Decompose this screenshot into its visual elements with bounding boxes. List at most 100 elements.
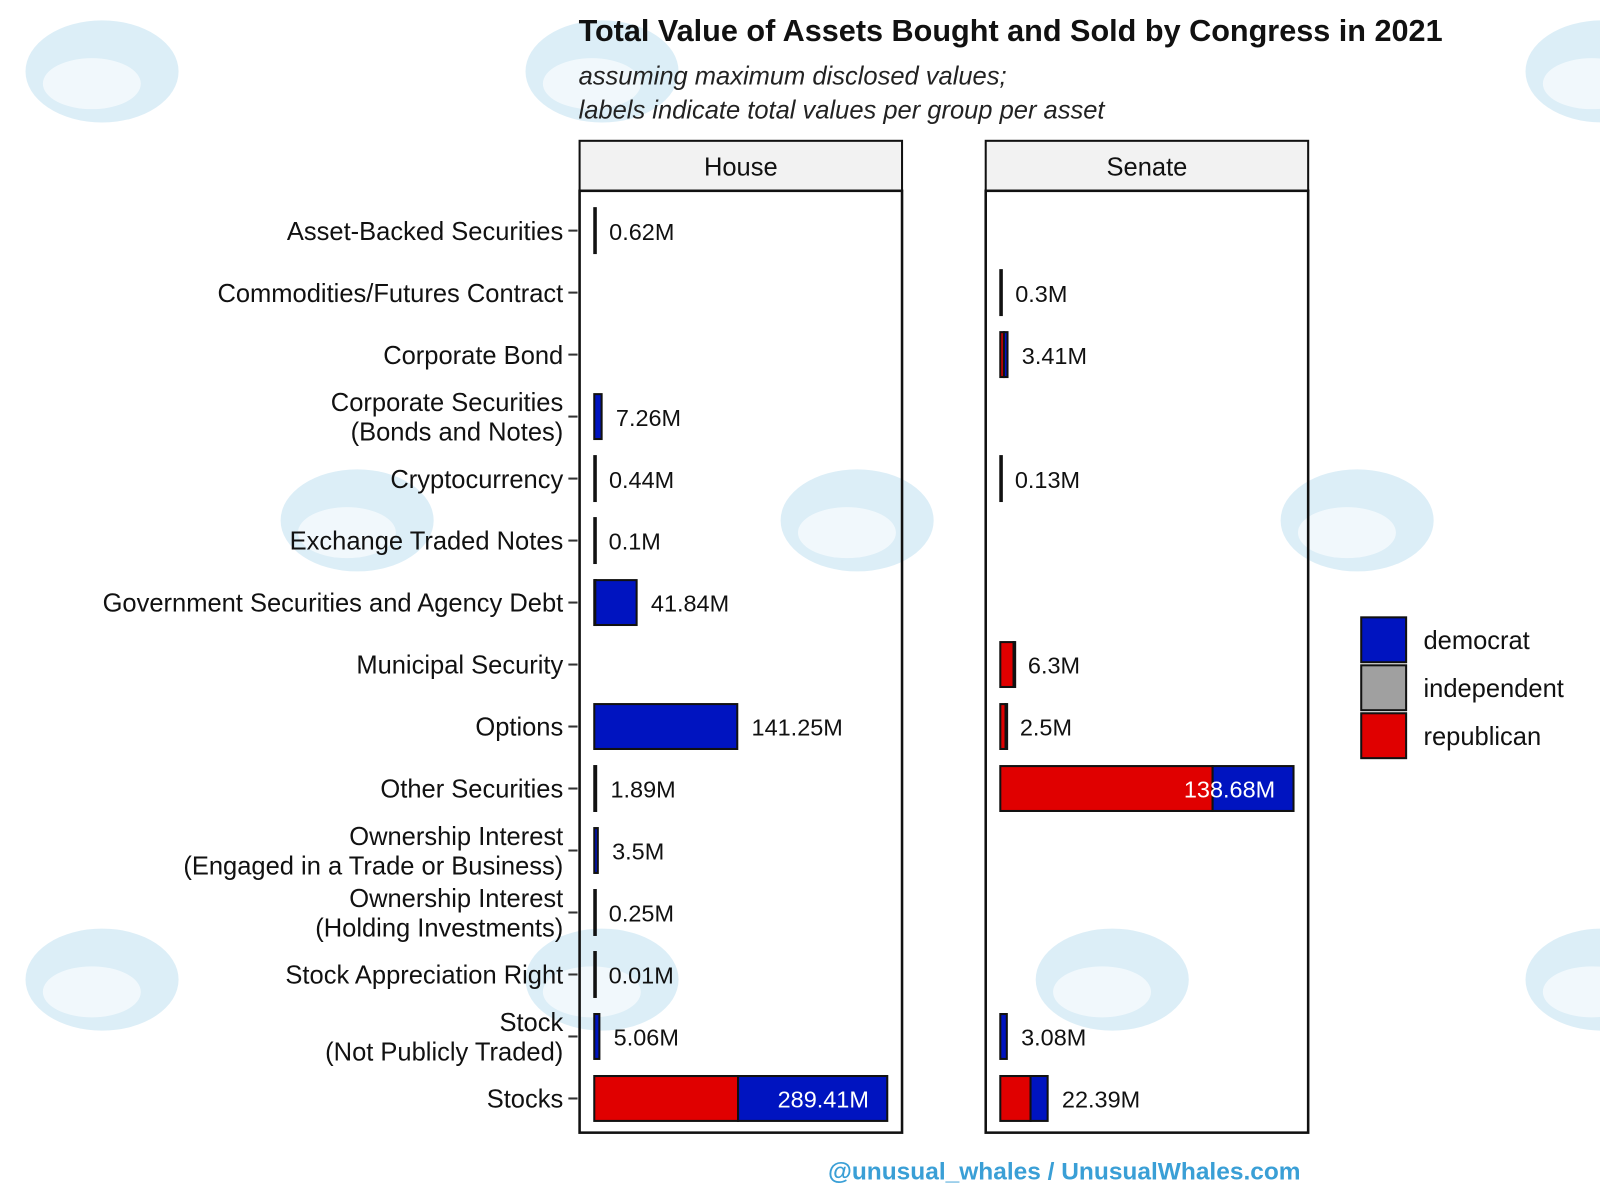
whale-watermark-belly: [1053, 966, 1152, 1018]
legend-label-republican: republican: [1423, 723, 1541, 751]
bar-democrat: [593, 455, 597, 503]
y-tick-label-line: Corporate Bond: [383, 342, 563, 370]
bar-republican: [999, 765, 1214, 812]
y-tick-label: Stock (Not Publicly Traded): [325, 1009, 563, 1067]
whale-watermark-belly: [1297, 507, 1396, 559]
facet-senate: Senate 0.3M 3.41M 0.13M 6.3M 2.5M 138.68M 3.08M…: [984, 139, 1310, 1134]
whale-watermark-belly: [42, 58, 141, 110]
bar-democrat: [999, 269, 1003, 317]
whale-watermark-belly: [1542, 966, 1600, 1018]
y-tick-label-line: Exchange Traded Notes: [290, 528, 564, 556]
y-tick-label-line: Commodities/Futures Contract: [217, 280, 563, 308]
y-tick-label-line: Ownership Interest: [349, 885, 563, 913]
whale-watermark-belly: [797, 507, 896, 559]
panel-border: [578, 189, 904, 1134]
bar-democrat: [593, 703, 739, 750]
bar-democrat: [1004, 703, 1009, 750]
bar-democrat: [593, 951, 597, 998]
y-tick-label-line: Stock Appreciation Right: [285, 962, 563, 990]
y-tick-label: Ownership Interest (Engaged in a Trade or…: [183, 823, 563, 881]
y-axis: Asset-Backed Securities Commodities/Futur…: [103, 218, 578, 1114]
chart-title: Total Value of Assets Bought and Sold by…: [579, 14, 1443, 48]
bar-democrat: [1012, 641, 1017, 689]
data-label: 3.5M: [612, 839, 664, 865]
y-tick-label: Stock Appreciation Right: [285, 962, 563, 990]
footer-credit[interactable]: @unusual_whales / UnusualWhales.com: [828, 1159, 1301, 1186]
whale-watermark-belly: [542, 966, 641, 1018]
y-tick-label-line: Cryptocurrency: [390, 466, 563, 494]
y-tick-label: Ownership Interest (Holding Investments): [315, 885, 563, 943]
bar-democrat: [593, 393, 603, 441]
y-tick-label: Exchange Traded Notes: [290, 528, 564, 556]
data-label: 0.01M: [609, 963, 674, 989]
data-label: 0.44M: [609, 467, 674, 493]
y-tick-label-line: (Holding Investments): [315, 914, 563, 942]
data-label: 3.41M: [1022, 343, 1087, 369]
legend: democrat independent republican: [1360, 616, 1564, 760]
data-label: 1.89M: [610, 777, 675, 803]
y-tick-label-line: (Bonds and Notes): [351, 419, 564, 447]
facet-strip-label: House: [704, 154, 778, 182]
facet-strip-label: Senate: [1107, 154, 1188, 182]
bar-democrat: [593, 207, 597, 255]
y-tick-label-line: Ownership Interest: [349, 823, 563, 851]
y-tick-label-line: (Not Publicly Traded): [325, 1038, 563, 1066]
bar-republican: [999, 641, 1015, 689]
bar-democrat: [737, 1075, 889, 1122]
y-tick-label: Government Securities and Agency Debt: [103, 590, 564, 618]
whale-watermark-belly: [542, 58, 641, 110]
y-tick-label-line: (Engaged in a Trade or Business): [183, 852, 563, 880]
data-label: 0.1M: [609, 529, 661, 555]
data-label: 0.13M: [1015, 467, 1080, 493]
data-label: 5.06M: [614, 1025, 679, 1051]
whale-watermarks: [25, 20, 1600, 1031]
data-label: 22.39M: [1062, 1087, 1140, 1113]
whale-watermark-belly: [1542, 58, 1600, 110]
bar-republican: [593, 1075, 740, 1122]
y-tick-label-line: Options: [475, 714, 563, 742]
chart-subtitle-line-1: assuming maximum disclosed values;: [579, 63, 1007, 91]
bar-democrat: [1002, 331, 1009, 379]
bar-democrat: [999, 1013, 1008, 1060]
y-tick-label-line: Corporate Securities: [331, 389, 563, 417]
y-tick-label: Corporate Securities (Bonds and Notes): [331, 389, 563, 447]
legend-label-independent: independent: [1423, 675, 1563, 703]
bar-republican: [999, 1075, 1032, 1122]
data-label: 289.41M: [778, 1087, 869, 1113]
whale-watermark-belly: [42, 966, 141, 1018]
y-tick-label: Commodities/Futures Contract: [217, 280, 563, 308]
y-tick-label: Municipal Security: [356, 652, 563, 680]
y-tick-label: Cryptocurrency: [390, 466, 563, 494]
panel-border: [984, 189, 1310, 1134]
data-label: 41.84M: [651, 591, 729, 617]
data-label: 0.3M: [1015, 281, 1067, 307]
bar-democrat: [594, 579, 638, 627]
y-tick-label-line: Government Securities and Agency Debt: [103, 590, 564, 618]
data-label: 3.08M: [1021, 1025, 1086, 1051]
chart-subtitle-line-2: labels indicate total values per group p…: [579, 96, 1106, 124]
legend-key-independent: [1360, 664, 1408, 712]
bar-democrat: [593, 889, 597, 936]
facet-panels: House 0.62M 7.26M 0.44M 0.1M 41.84M 141.25M 1.8…: [578, 139, 1310, 1134]
y-tick-label-line: Stocks: [487, 1086, 564, 1114]
data-label: 0.62M: [609, 219, 674, 245]
y-tick-label: Other Securities: [380, 776, 563, 804]
bar-democrat: [593, 517, 597, 565]
y-tick-label-line: Municipal Security: [356, 652, 563, 680]
y-tick-label-line: Stock: [499, 1009, 563, 1037]
bar-democrat: [593, 1013, 601, 1060]
bar-democrat: [593, 827, 599, 874]
legend-label-democrat: democrat: [1423, 627, 1529, 655]
data-label: 2.5M: [1020, 715, 1072, 741]
y-tick-label: Options: [475, 714, 563, 742]
data-label: 6.3M: [1028, 653, 1080, 679]
bar-democrat: [1211, 765, 1295, 812]
legend-key-democrat: [1360, 616, 1408, 664]
bar-democrat: [1029, 1075, 1049, 1122]
bar-democrat: [999, 455, 1003, 503]
data-label: 7.26M: [616, 405, 681, 431]
data-label: 138.68M: [1184, 777, 1275, 803]
y-tick-label: Corporate Bond: [383, 342, 563, 370]
bar-democrat: [593, 765, 598, 812]
